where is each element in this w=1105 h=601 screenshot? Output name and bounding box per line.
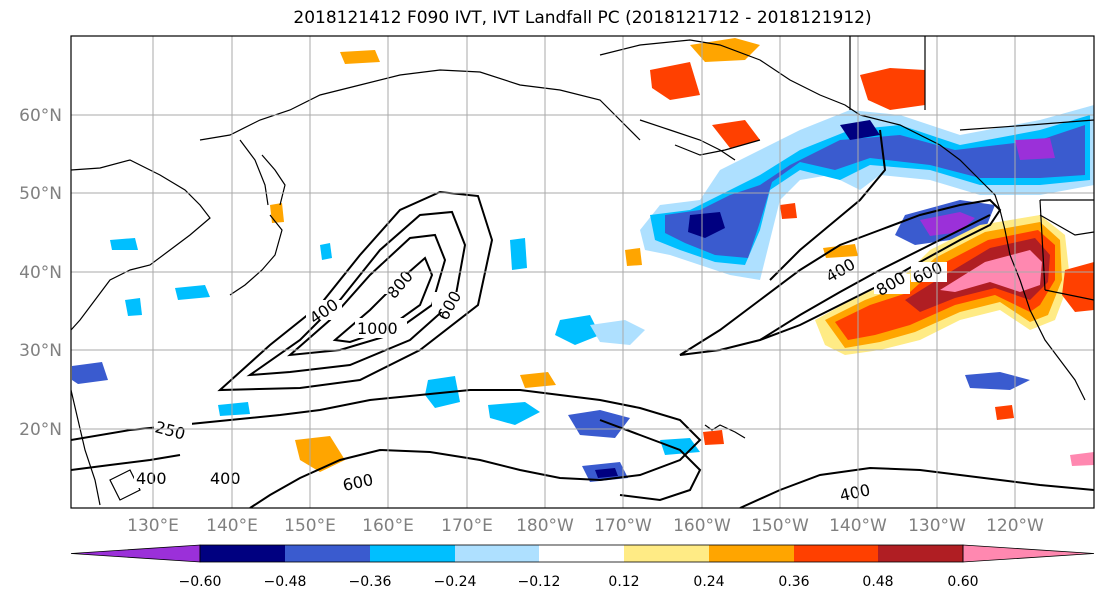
lon-tick-label: 170°W	[594, 516, 652, 536]
contour-label: 400	[210, 469, 241, 488]
lat-tick-label: 30°N	[19, 341, 62, 361]
lat-tick-label: 40°N	[19, 263, 62, 283]
colorbar-cell	[709, 545, 794, 562]
colorbar-cell	[200, 545, 285, 562]
lon-tick-label: 130°E	[127, 516, 179, 536]
lon-tick-label: 140°E	[206, 516, 258, 536]
lon-tick-label: 140°W	[829, 516, 887, 536]
lon-tick-label: 130°W	[908, 516, 966, 536]
shaded-field	[72, 38, 1094, 482]
colorbar-cell	[285, 545, 370, 562]
colorbar-tick-label: 0.12	[608, 574, 639, 590]
lat-tick-label: 50°N	[19, 184, 62, 204]
coastlines	[71, 36, 1094, 506]
lat-tick-label: 60°N	[19, 106, 62, 126]
colorbar-cell	[70, 544, 201, 563]
colorbar-cell	[539, 545, 624, 562]
latitude-axis: 60°N 50°N 40°N 30°N 20°N	[19, 106, 62, 440]
map-title: 2018121412 F090 IVT, IVT Landfall PC (20…	[293, 8, 872, 28]
colorbar: −0.60 −0.48 −0.36 −0.24 −0.12 0.12 0.24 …	[70, 544, 1095, 590]
lon-tick-label: 120°W	[986, 516, 1044, 536]
contour-label: 400	[136, 469, 167, 488]
longitude-axis: 130°E 140°E 150°E 160°E 170°E 180°W 170°…	[127, 516, 1044, 536]
colorbar-cell	[878, 545, 963, 562]
colorbar-tick-label: 0.60	[947, 574, 978, 590]
colorbar-tick-label: −0.12	[518, 574, 561, 590]
colorbar-cell	[962, 544, 1095, 563]
lon-tick-label: 150°W	[751, 516, 809, 536]
colorbar-cell	[370, 545, 455, 562]
colorbar-tick-label: −0.60	[179, 574, 222, 590]
colorbar-tick-label: −0.48	[264, 574, 307, 590]
lon-tick-label: 170°E	[441, 516, 493, 536]
colorbar-cell	[794, 545, 878, 562]
colorbar-cell	[624, 545, 709, 562]
graticule	[71, 36, 1094, 508]
lon-tick-label: 160°W	[673, 516, 731, 536]
colorbar-border	[199, 544, 964, 563]
lon-tick-label: 160°E	[362, 516, 414, 536]
contour-label: 1000	[357, 319, 398, 338]
colorbar-tick-label: 0.48	[862, 574, 893, 590]
colorbar-tick-label: −0.36	[349, 574, 392, 590]
lon-tick-label: 180°W	[516, 516, 574, 536]
colorbar-tick-label: 0.36	[778, 574, 809, 590]
colorbar-tick-labels: −0.60 −0.48 −0.36 −0.24 −0.12 0.12 0.24 …	[179, 574, 979, 590]
lon-tick-label: 150°E	[284, 516, 336, 536]
lat-tick-label: 20°N	[19, 420, 62, 440]
colorbar-cells	[70, 544, 1095, 563]
colorbar-cell	[455, 545, 539, 562]
colorbar-tick-label: −0.24	[434, 574, 477, 590]
map-border	[70, 35, 1095, 509]
positive-anomaly-shading	[270, 38, 1094, 472]
colorbar-tick-label: 0.24	[693, 574, 724, 590]
